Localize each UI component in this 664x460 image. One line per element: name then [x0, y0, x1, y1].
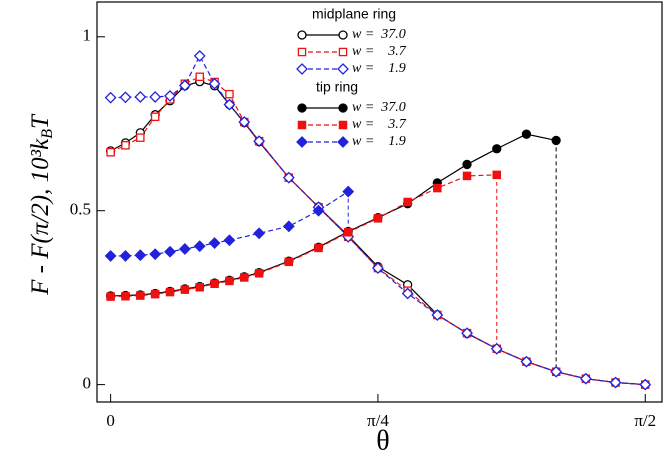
legend-label: w = 1.9 [352, 61, 406, 76]
data-point [225, 89, 234, 99]
data-point [550, 365, 563, 378]
data-point [282, 171, 295, 184]
data-point [254, 269, 264, 278]
legend-marker [337, 136, 349, 148]
data-point [401, 287, 414, 300]
y-tick-label: 0 [83, 374, 92, 393]
data-point [343, 228, 353, 237]
data-point [180, 285, 190, 294]
data-point [164, 89, 176, 102]
legend-label: w = 1.9 [352, 134, 406, 149]
data-point [193, 49, 206, 62]
legend-marker [297, 120, 307, 130]
data-point [150, 112, 160, 122]
data-point [223, 234, 236, 247]
x-tick-label: π/2 [634, 411, 656, 430]
data-point [520, 355, 533, 368]
x-tick-label: 0 [106, 411, 115, 430]
data-point [208, 77, 221, 90]
data-point [150, 289, 160, 299]
data-point [253, 135, 266, 148]
data-point [106, 148, 115, 157]
legend-marker [297, 103, 307, 113]
data-point [195, 282, 204, 292]
data-point [579, 372, 592, 385]
data-point [521, 129, 532, 139]
data-point [253, 227, 266, 240]
data-point [119, 91, 132, 104]
legend-marker [338, 47, 348, 57]
data-point [225, 276, 234, 286]
data-point [136, 291, 145, 300]
data-point [403, 197, 412, 207]
x-tick-label: π/4 [367, 411, 389, 430]
data-point [178, 243, 191, 255]
data-point [284, 257, 294, 267]
legend-marker [338, 120, 348, 130]
data-point [104, 91, 117, 104]
data-point [208, 237, 221, 249]
data-point [492, 170, 502, 180]
legend-marker [297, 47, 307, 57]
legend-title: midplane ring [312, 6, 396, 22]
data-point [149, 248, 162, 261]
data-point [134, 249, 147, 262]
data-point [223, 98, 236, 111]
data-point [136, 133, 145, 142]
legend-marker [338, 30, 348, 40]
series-line [110, 133, 557, 297]
y-axis-label: F - F(π/2), 10³kBT [27, 113, 56, 296]
y-label-sub: B [39, 129, 56, 139]
data-point [149, 91, 162, 103]
plot-frame [96, 1, 663, 403]
legend-marker [297, 30, 307, 40]
data-point [119, 249, 132, 262]
data-point [121, 141, 130, 150]
legend-label: w = 37.0 [352, 100, 406, 115]
legend-marker [296, 136, 308, 148]
legend-label: w = 3.7 [352, 117, 407, 132]
data-point [609, 376, 622, 389]
y-label-end: T [27, 113, 54, 129]
legend-label: w = 37.0 [352, 27, 406, 42]
data-point [195, 72, 204, 82]
data-point [462, 159, 472, 170]
data-point [193, 240, 206, 253]
data-point [106, 292, 115, 301]
legend-marker [337, 63, 349, 75]
data-point [551, 135, 561, 146]
data-point [342, 185, 355, 198]
data-point [104, 249, 117, 262]
data-point [431, 309, 444, 321]
data-point [210, 279, 219, 288]
data-point [165, 287, 175, 297]
legend-marker [338, 103, 348, 113]
data-point [314, 243, 323, 253]
data-point [312, 204, 325, 217]
data-point [164, 245, 176, 258]
data-point [134, 91, 147, 103]
y-label-main: F - F(π/2), 10³k [27, 138, 54, 296]
data-point [240, 273, 249, 282]
legend-label: w = 3.7 [352, 44, 407, 59]
data-point [462, 171, 472, 181]
data-point [282, 220, 295, 233]
data-point [461, 327, 473, 340]
data-point [490, 342, 503, 355]
data-point [121, 292, 130, 301]
data-point [373, 214, 383, 223]
y-tick-label: 1 [83, 26, 92, 45]
y-tick-label: 0.5 [70, 200, 91, 219]
data-point [639, 378, 652, 391]
x-axis-label: θ [376, 425, 389, 456]
legend-title: tip ring [316, 79, 358, 95]
data-point [372, 262, 384, 275]
data-point [492, 144, 502, 154]
data-point [178, 79, 191, 92]
legend-marker [296, 63, 308, 75]
data-point [433, 183, 442, 193]
data-point [238, 116, 251, 128]
